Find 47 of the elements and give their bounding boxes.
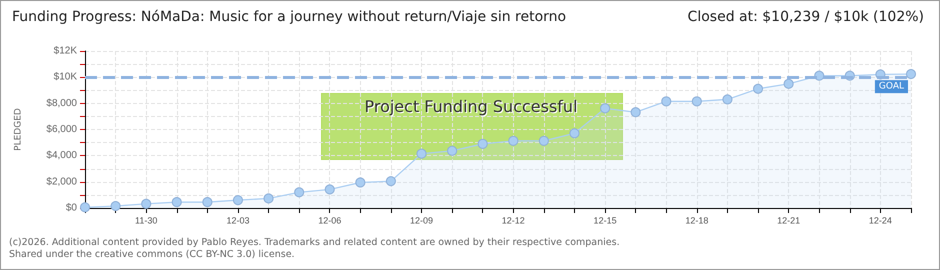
x-tick-label: 12-15: [594, 216, 617, 226]
x-tick-label: 12-12: [502, 216, 525, 226]
point: [324, 184, 335, 194]
ref-line-label: GOAL: [878, 82, 904, 92]
point: [569, 128, 580, 138]
x-tick-label: 12-09: [410, 216, 434, 226]
x-tick-label: 12-03: [226, 216, 250, 226]
x-tick-label: 12-21: [777, 216, 800, 226]
text: (c)2026. Additional content provided by Pablo Reyes. Trademarks and related content are owned by their respective companies.: [9, 237, 620, 248]
point: [906, 69, 916, 80]
point: [692, 96, 702, 106]
x-tick-label: 12-24: [868, 216, 892, 226]
point: [630, 107, 641, 118]
point: [386, 176, 396, 186]
point: [294, 187, 304, 198]
point: [508, 136, 518, 146]
point: [232, 195, 243, 206]
point: [784, 78, 794, 89]
point: [661, 96, 672, 106]
point: [355, 177, 366, 188]
x-tick-label: 12-06: [318, 216, 342, 226]
x-tick-label: 11-30: [135, 216, 158, 226]
point: [80, 202, 90, 212]
y-tick-label: $6,000: [46, 124, 78, 135]
chart-subtitle: Closed at: $10,239 / $10k (102%): [688, 9, 924, 25]
y-axis-title: PLEDGED: [14, 108, 24, 151]
y-tick-label: $0: [66, 202, 78, 214]
point: [447, 146, 458, 156]
y-tick-label: $8,000: [46, 98, 78, 109]
y-tick-label: $2,000: [46, 176, 78, 188]
y-tick-label: $4,000: [46, 150, 78, 162]
point: [538, 136, 549, 146]
point: [600, 103, 610, 114]
point: [202, 197, 212, 208]
point: [110, 201, 121, 212]
y-tick-label: $10K: [54, 72, 78, 83]
point: [172, 197, 182, 208]
point: [264, 193, 274, 204]
chart-title: Funding Progress: NóMaDa: Music for a journey without return/Viaje sin retorno: [12, 9, 566, 25]
point: [478, 138, 488, 149]
point: [753, 84, 764, 94]
y-tick-label: $12K: [54, 46, 78, 56]
point: [416, 148, 427, 159]
point: [722, 94, 732, 104]
x-tick-label: 12-18: [685, 216, 708, 226]
point: [141, 198, 152, 209]
text: Shared under the creative commons (CC BY-NC 3.0) license.: [9, 249, 295, 260]
